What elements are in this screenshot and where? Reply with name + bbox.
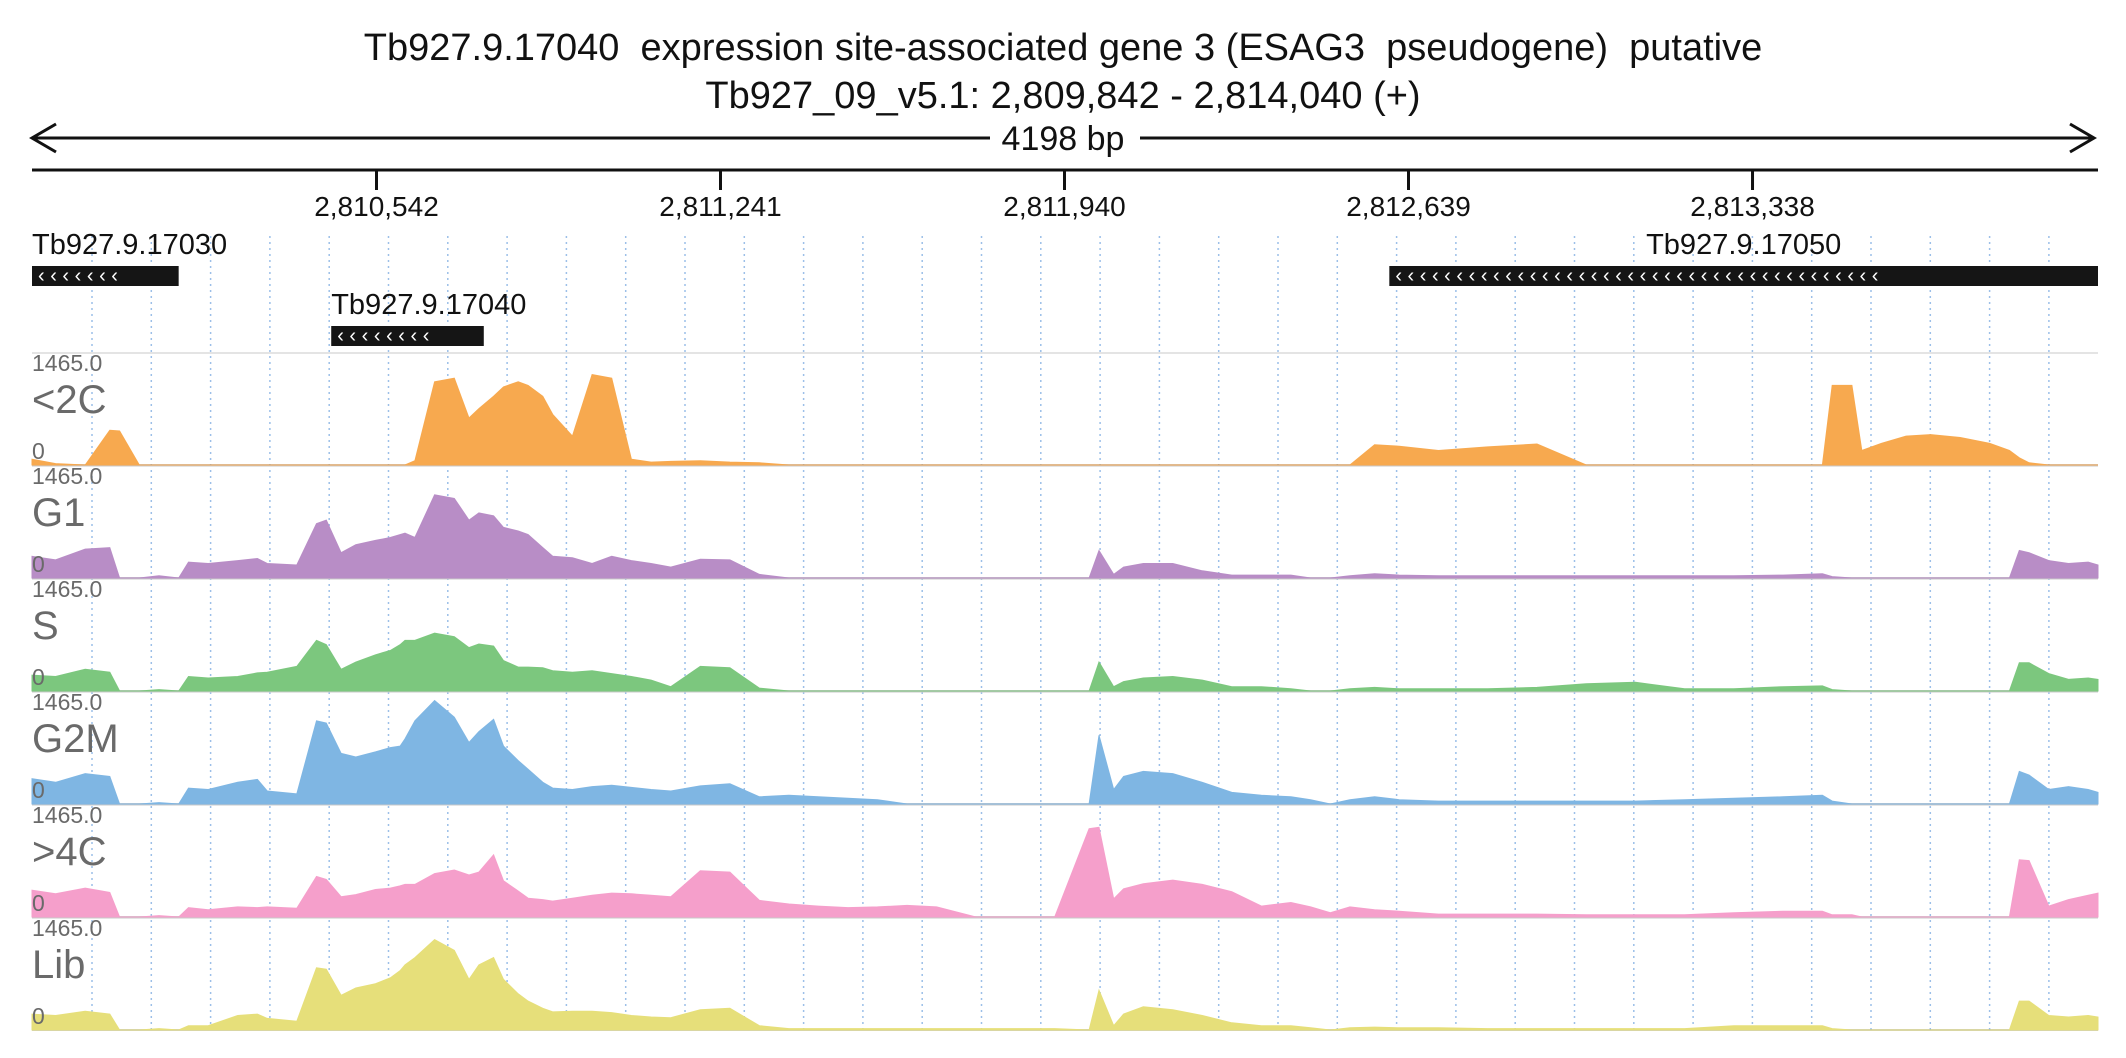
gridlines	[91, 236, 2050, 1030]
gene-track: Tb927.9.17030 ‹ ‹ ‹ ‹ ‹ ‹ ‹ Tb927.9.17040 ‹…	[32, 229, 2098, 347]
track-name: S	[32, 604, 59, 648]
y-min-label: 0	[32, 1003, 45, 1029]
x-tick-label: 2,810,542	[314, 191, 439, 222]
strand-arrows: ‹ ‹ ‹ ‹ ‹ ‹ ‹	[38, 265, 118, 287]
chart-subtitle: Tb927_09_v5.1: 2,809,842 - 2,814,040 (+)	[705, 75, 1420, 117]
gene-feature	[331, 326, 484, 346]
y-max-label: 1465.0	[32, 915, 102, 941]
gene-label: Tb927.9.17050	[1646, 229, 1841, 261]
y-max-label: 1465.0	[32, 350, 102, 376]
y-max-label: 1465.0	[32, 463, 102, 489]
y-min-label: 0	[32, 664, 45, 690]
y-min-label: 0	[32, 890, 45, 916]
coverage-area	[31, 374, 2098, 466]
coverage-area	[31, 938, 2099, 1031]
track-name: Lib	[32, 943, 85, 987]
y-max-label: 1465.0	[32, 689, 102, 715]
track-Lib: 1465.0 0 Lib	[31, 915, 2099, 1031]
span-arrow	[29, 122, 2097, 154]
track-name: <2C	[32, 378, 107, 422]
track-name: G1	[32, 491, 85, 535]
x-tick-label: 2,813,338	[1690, 191, 1815, 222]
coverage-area	[31, 494, 2099, 579]
track-G2M: 1465.0 0 G2M	[31, 689, 2099, 805]
track-name: G2M	[32, 717, 119, 761]
track-<2C: 1465.0 0 <2C	[31, 350, 2098, 466]
axis-ticks: 2,810,542 2,811,241 2,811,940 2,812,639 2,81…	[314, 170, 1815, 222]
chart-title: Tb927.9.17040 expression site-associated…	[364, 27, 1762, 69]
gene-feature	[32, 266, 179, 286]
y-max-label: 1465.0	[32, 802, 102, 828]
coverage-area	[31, 826, 2099, 918]
y-min-label: 0	[32, 551, 45, 577]
track-S: 1465.0 0 S	[31, 576, 2099, 692]
gene-feature	[1389, 266, 2098, 286]
track-name: >4C	[32, 830, 107, 874]
coverage-area	[31, 699, 2099, 805]
y-max-label: 1465.0	[32, 576, 102, 602]
strand-arrows: ‹ ‹ ‹ ‹ ‹ ‹ ‹ ‹	[337, 325, 429, 347]
gene-label: Tb927.9.17030	[32, 229, 227, 261]
strand-arrows: ‹ ‹ ‹ ‹ ‹ ‹ ‹ ‹ ‹ ‹ ‹ ‹ ‹ ‹ ‹ ‹ ‹ ‹ ‹ ‹ …	[1395, 265, 1878, 287]
track-G1: 1465.0 0 G1	[31, 463, 2099, 579]
span-label: 4198 bp	[1002, 120, 1125, 158]
x-tick-label: 2,811,241	[659, 191, 782, 222]
coverage-tracks: 1465.00<2C1465.00G11465.00S1465.00G2M146…	[31, 350, 2099, 1031]
x-tick-label: 2,811,940	[1003, 191, 1126, 222]
y-min-label: 0	[32, 777, 45, 803]
y-min-label: 0	[32, 438, 45, 464]
track->4C: 1465.0 0 >4C	[31, 802, 2099, 918]
gene-label: Tb927.9.17040	[331, 289, 526, 321]
coverage-area	[31, 632, 2099, 692]
x-tick-label: 2,812,639	[1346, 191, 1471, 222]
